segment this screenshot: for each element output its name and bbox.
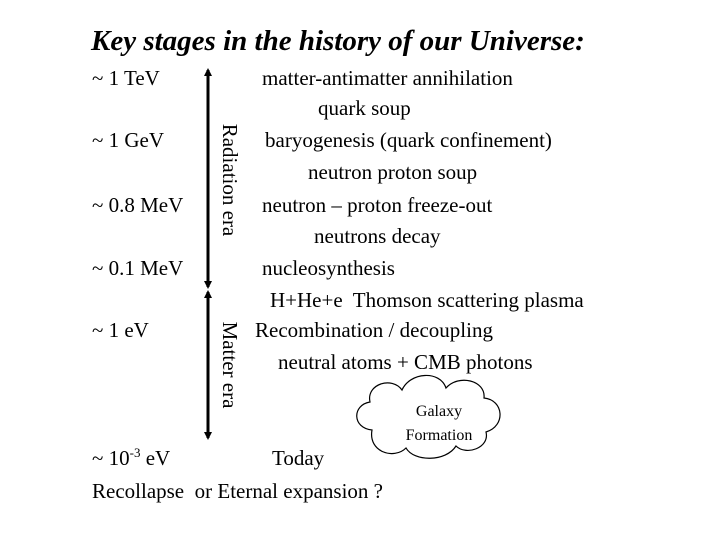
era-label: Matter era xyxy=(218,321,242,409)
era-label: Radiation era xyxy=(218,123,242,237)
event: neutron proton soup xyxy=(308,160,478,184)
energy-label: ~ 1 TeV xyxy=(92,66,160,90)
energy-label: ~ 0.1 MeV xyxy=(92,256,184,280)
energy-label: ~ 10-3 eV xyxy=(92,445,171,470)
today-label: Today xyxy=(272,446,325,470)
event: nucleosynthesis xyxy=(262,256,395,280)
energy-label: ~ 1 GeV xyxy=(92,128,165,152)
galaxy-cloud xyxy=(356,374,501,459)
cloud-text: Galaxy xyxy=(415,403,463,420)
event: neutrons decay xyxy=(314,224,441,248)
energy-label: ~ 1 eV xyxy=(92,318,149,342)
energy-label: ~ 0.8 MeV xyxy=(92,193,184,217)
energy-base: ~ 10 xyxy=(92,446,130,470)
title: Key stages in the history of our Univers… xyxy=(91,25,585,57)
event: matter-antimatter annihilation xyxy=(262,66,513,90)
energy-exponent: -3 xyxy=(129,445,141,460)
event: neutral atoms + CMB photons xyxy=(278,350,533,374)
event: Recombination / decoupling xyxy=(255,318,493,342)
future-label: Recollapse or Eternal expansion ? xyxy=(92,479,383,503)
energy-unit: eV xyxy=(145,446,171,470)
event: neutron – proton freeze-out xyxy=(262,193,493,217)
event: H+He+e Thomson scattering plasma xyxy=(270,288,584,312)
event: baryogenesis (quark confinement) xyxy=(265,128,552,152)
cloud-text: Formation xyxy=(405,427,473,444)
event: quark soup xyxy=(318,96,411,120)
